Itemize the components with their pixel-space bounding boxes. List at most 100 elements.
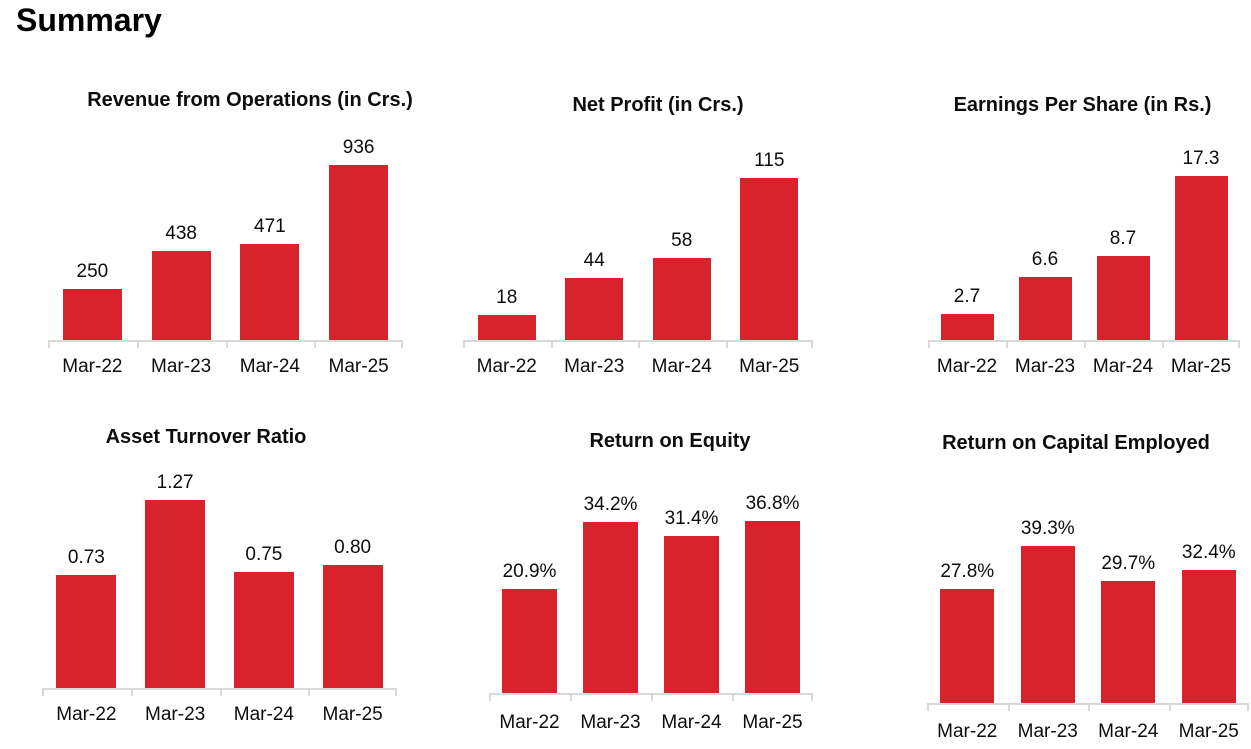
chart-earnings-per-share[interactable]: Earnings Per Share (in Rs.) 2.7 6.6 8.7 17.… (920, 85, 1245, 378)
bar-mar-24 (1101, 580, 1156, 703)
bar-group-mar-25: 0.80 (308, 472, 397, 688)
bar-value-label: 0.80 (334, 536, 372, 558)
x-axis-label: Mar-25 (1178, 721, 1239, 742)
plot-area: 18 44 58 115 (463, 143, 813, 340)
x-axis-line (48, 340, 403, 348)
bar-value-label: 18 (496, 286, 518, 308)
x-axis-labels: Mar-22 Mar-23 Mar-24 Mar-25 (927, 710, 1249, 743)
bar-mar-25 (322, 564, 383, 688)
bar-value-label: 250 (76, 261, 109, 283)
axis-tick (314, 342, 317, 348)
bar-mar-25 (1174, 176, 1228, 340)
bar-value-label: 0.73 (67, 547, 105, 569)
axis-tick (1247, 705, 1249, 711)
x-axis-label: Mar-22 (56, 704, 117, 725)
bar-group-mar-24: 58 (638, 143, 726, 340)
chart-revenue-from-operations[interactable]: Revenue from Operations (in Crs.) 250 438… (40, 85, 440, 378)
bar-mar-22 (56, 575, 117, 688)
x-axis-label: Mar-25 (328, 356, 389, 377)
x-axis-label: Mar-23 (145, 704, 206, 725)
x-axis-label: Mar-22 (476, 356, 537, 377)
bar-mar-24 (1096, 256, 1150, 340)
chart-title: Earnings Per Share (in Rs.) (953, 94, 1212, 116)
bar-mar-23 (151, 251, 211, 340)
bar-group-mar-22: 27.8% (927, 518, 1008, 703)
x-axis-label: Mar-23 (564, 356, 625, 377)
axis-tick (732, 695, 734, 701)
axis-tick (401, 342, 403, 348)
chart-title: Revenue from Operations (in Crs.) (87, 89, 413, 111)
x-axis-labels: Mar-22 Mar-23 Mar-24 Mar-25 (489, 700, 813, 734)
axis-tick (1007, 705, 1010, 711)
bar-group-mar-23: 39.3% (1008, 518, 1089, 703)
axis-tick (928, 342, 930, 348)
chart-asset-turnover-ratio[interactable]: Asset Turnover Ratio 0.73 1.27 0.75 0.80 Ma… (34, 420, 404, 726)
axis-tick (1162, 342, 1164, 348)
x-axis-line (42, 688, 397, 696)
axis-tick (811, 342, 813, 348)
x-axis-label: Mar-25 (739, 356, 800, 377)
bar-value-label: 29.7% (1101, 552, 1156, 574)
axis-tick (811, 695, 813, 701)
plot-area: 2.7 6.6 8.7 17.3 (928, 148, 1240, 340)
chart-title: Asset Turnover Ratio (105, 426, 307, 448)
axis-tick (1084, 342, 1086, 348)
bar-mar-25 (329, 165, 389, 340)
bar-value-label: 2.7 (953, 286, 981, 308)
axis-tick (570, 695, 572, 701)
bar-mar-25 (740, 178, 799, 340)
x-axis-label: Mar-24 (651, 356, 712, 377)
plot-area: 27.8% 39.3% 29.7% 32.4% (927, 518, 1249, 703)
chart-return-on-capital-employed[interactable]: Return on Capital Employed 27.8% 39.3% 29.… (919, 420, 1251, 743)
bar-group-mar-24: 471 (226, 137, 315, 340)
bar-group-mar-24: 31.4% (651, 493, 732, 693)
axis-tick (927, 705, 929, 711)
bar-mar-24 (233, 572, 294, 688)
chart-title: Return on Equity (589, 430, 751, 452)
x-axis-label: Mar-25 (322, 704, 383, 725)
x-axis-label: Mar-24 (1098, 721, 1159, 742)
bar-value-label: 31.4% (664, 508, 719, 529)
axis-tick (42, 690, 44, 696)
bar-value-label: 20.9% (502, 560, 557, 582)
bar-value-label: 6.6 (1031, 248, 1059, 270)
bar-value-label: 36.8% (745, 493, 800, 514)
axis-tick (489, 695, 491, 701)
bar-mar-23 (145, 500, 206, 688)
x-axis-label: Mar-23 (580, 712, 641, 733)
bar-value-label: 471 (254, 216, 286, 238)
chart-title: Net Profit (in Crs.) (572, 94, 744, 116)
axis-tick (638, 342, 640, 348)
bar-value-label: 34.2% (583, 494, 638, 515)
x-axis-label: Mar-24 (661, 712, 722, 733)
bar-group-mar-24: 0.75 (220, 472, 309, 688)
bar-mar-24 (664, 536, 719, 693)
chart-net-profit[interactable]: Net Profit (in Crs.) 18 44 58 115 Mar-22 Mar… (455, 85, 825, 378)
bar-value-label: 44 (583, 250, 605, 272)
bar-group-mar-23: 34.2% (570, 493, 651, 693)
axis-tick (219, 690, 222, 696)
bar-value-label: 17.3 (1182, 148, 1220, 169)
bar-mar-22 (502, 588, 557, 693)
axis-tick (130, 690, 133, 696)
axis-tick (463, 342, 465, 348)
chart-return-on-equity[interactable]: Return on Equity 20.9% 34.2% 31.4% 36.8% Ma… (481, 420, 821, 734)
x-axis-line (463, 340, 813, 348)
bar-group-mar-22: 250 (48, 137, 137, 340)
axis-tick (1168, 705, 1171, 711)
axis-tick (1088, 705, 1090, 711)
bar-mar-25 (1181, 569, 1236, 703)
axis-tick (395, 690, 397, 696)
x-axis-label: Mar-23 (151, 356, 212, 377)
bar-value-label: 115 (754, 150, 785, 172)
x-axis-label: Mar-22 (936, 356, 998, 377)
x-axis-labels: Mar-22 Mar-23 Mar-24 Mar-25 (928, 347, 1240, 378)
bar-value-label: 936 (342, 137, 375, 158)
bar-group-mar-23: 1.27 (131, 472, 220, 688)
bar-mar-22 (940, 588, 995, 703)
bar-group-mar-22: 18 (463, 143, 551, 340)
bar-mar-23 (1018, 276, 1072, 340)
bar-group-mar-22: 2.7 (928, 148, 1006, 340)
bar-group-mar-25: 17.3 (1162, 148, 1240, 340)
x-axis-labels: Mar-22 Mar-23 Mar-24 Mar-25 (463, 347, 813, 378)
